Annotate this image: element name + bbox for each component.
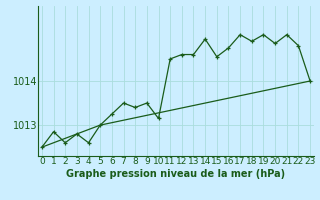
X-axis label: Graphe pression niveau de la mer (hPa): Graphe pression niveau de la mer (hPa)	[67, 169, 285, 179]
